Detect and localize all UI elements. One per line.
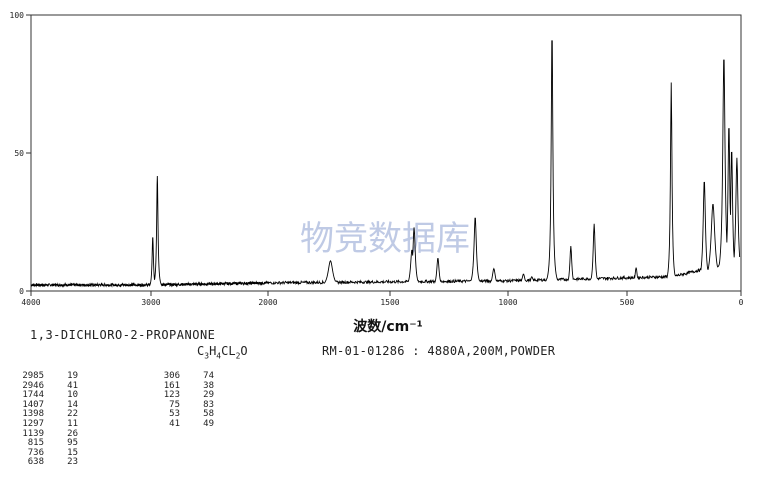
peak-intensity: 15 <box>67 447 78 458</box>
peak-intensity: 29 <box>203 390 214 401</box>
formula-h-count: 4 <box>216 351 222 361</box>
formula-c: C <box>197 344 205 358</box>
peak-table-row: 815 95 <box>18 439 78 449</box>
axis-ticks: 4000 3000 2000 1500 1000 500 0 0 50 100 <box>10 11 744 307</box>
peak-intensity: 11 <box>67 418 78 429</box>
x-axis-label: 波数/cm⁻¹ <box>353 318 423 335</box>
peak-table-row: 41 49 <box>154 418 214 430</box>
peak-table-row: 1407 14 <box>18 399 78 411</box>
formula-h: H <box>209 344 217 358</box>
x-tick-label: 0 <box>739 298 744 307</box>
peak-table-row: 638 23 <box>18 458 78 468</box>
peak-table-row: 75 83 <box>154 399 214 411</box>
peak-table-row: 53 58 <box>154 410 214 420</box>
peak-table-row: 1744 10 <box>18 391 78 401</box>
y-tick-label: 0 <box>19 287 24 296</box>
peak-table-left: 2985 19 2946 41 1744 10 1407 14 1398 22 1297 11 1139… <box>18 371 78 468</box>
peak-wavenumber: 161 <box>163 380 180 391</box>
peak-intensity: 23 <box>67 457 78 468</box>
catalog-info: RM-01-01286 : 4880A,200M,POWDER <box>322 344 556 358</box>
peak-intensity: 74 <box>203 371 214 381</box>
peak-table-row: 1139 26 <box>18 428 78 440</box>
peak-intensity: 19 <box>67 371 78 381</box>
x-tick-label: 1000 <box>498 298 517 307</box>
peak-intensity: 58 <box>203 409 214 420</box>
peak-intensity: 41 <box>67 380 78 391</box>
peak-wavenumber: 53 <box>169 409 180 420</box>
peak-table-row: 161 38 <box>154 380 214 392</box>
peak-wavenumber: 638 <box>27 457 44 468</box>
peak-intensity: 26 <box>67 428 78 439</box>
peak-intensity: 95 <box>67 438 78 449</box>
x-tick-label: 500 <box>620 298 635 307</box>
peak-table-row: 1398 22 <box>18 410 78 420</box>
peak-wavenumber: 1407 <box>22 399 44 410</box>
peak-wavenumber: 2985 <box>22 371 44 381</box>
formula-cl: CL <box>221 344 236 358</box>
x-tick-label: 3000 <box>141 298 160 307</box>
peak-wavenumber: 736 <box>27 447 44 458</box>
spectrum-line <box>30 40 741 288</box>
peak-table-row: 2946 41 <box>18 380 78 392</box>
peak-intensity: 49 <box>203 418 214 429</box>
peak-wavenumber: 306 <box>163 371 180 381</box>
raman-spectrum-chart: 4000 3000 2000 1500 1000 500 0 0 50 100 物竞数据库 波数/… <box>10 11 744 335</box>
x-tick-label: 1500 <box>380 298 399 307</box>
y-tick-label: 100 <box>10 11 25 20</box>
peak-intensity: 10 <box>67 390 78 401</box>
peak-wavenumber: 1139 <box>22 428 44 439</box>
peak-table-row: 123 29 <box>154 391 214 401</box>
peak-wavenumber: 1297 <box>22 418 44 429</box>
peak-table-row: 1297 11 <box>18 418 78 430</box>
x-tick-label: 2000 <box>258 298 277 307</box>
peak-table-row: 736 15 <box>18 447 78 459</box>
peak-wavenumber: 815 <box>27 438 44 449</box>
peak-table-row: 2985 19 <box>18 371 78 382</box>
peak-wavenumber: 2946 <box>22 380 44 391</box>
peak-table-right: 306 74 161 38 123 29 75 83 53 58 41 49 <box>154 371 214 430</box>
formula-o: O <box>240 344 248 358</box>
compound-name: 1,3-DICHLORO-2-PROPANONE <box>30 328 216 342</box>
x-tick-label: 4000 <box>21 298 40 307</box>
peak-wavenumber: 1398 <box>22 409 44 420</box>
peak-table-row: 306 74 <box>154 371 214 382</box>
peak-intensity: 38 <box>203 380 214 391</box>
peak-wavenumber: 41 <box>169 418 180 429</box>
formula-cl-count: 2 <box>235 351 241 361</box>
peak-wavenumber: 123 <box>163 390 180 401</box>
peak-intensity: 14 <box>67 399 78 410</box>
peak-wavenumber: 75 <box>169 399 180 410</box>
formula-c-count: 3 <box>204 351 210 361</box>
peak-intensity: 22 <box>67 409 78 420</box>
peak-wavenumber: 1744 <box>22 390 44 401</box>
watermark: 物竞数据库 <box>300 219 470 259</box>
y-tick-label: 50 <box>14 149 24 158</box>
peak-intensity: 83 <box>203 399 214 410</box>
molecular-formula: C3H4CL2O <box>197 344 248 360</box>
